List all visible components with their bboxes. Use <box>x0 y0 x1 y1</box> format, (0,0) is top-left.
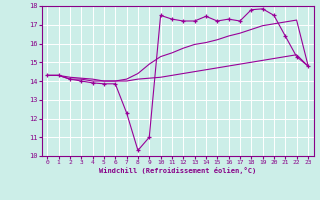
X-axis label: Windchill (Refroidissement éolien,°C): Windchill (Refroidissement éolien,°C) <box>99 167 256 174</box>
